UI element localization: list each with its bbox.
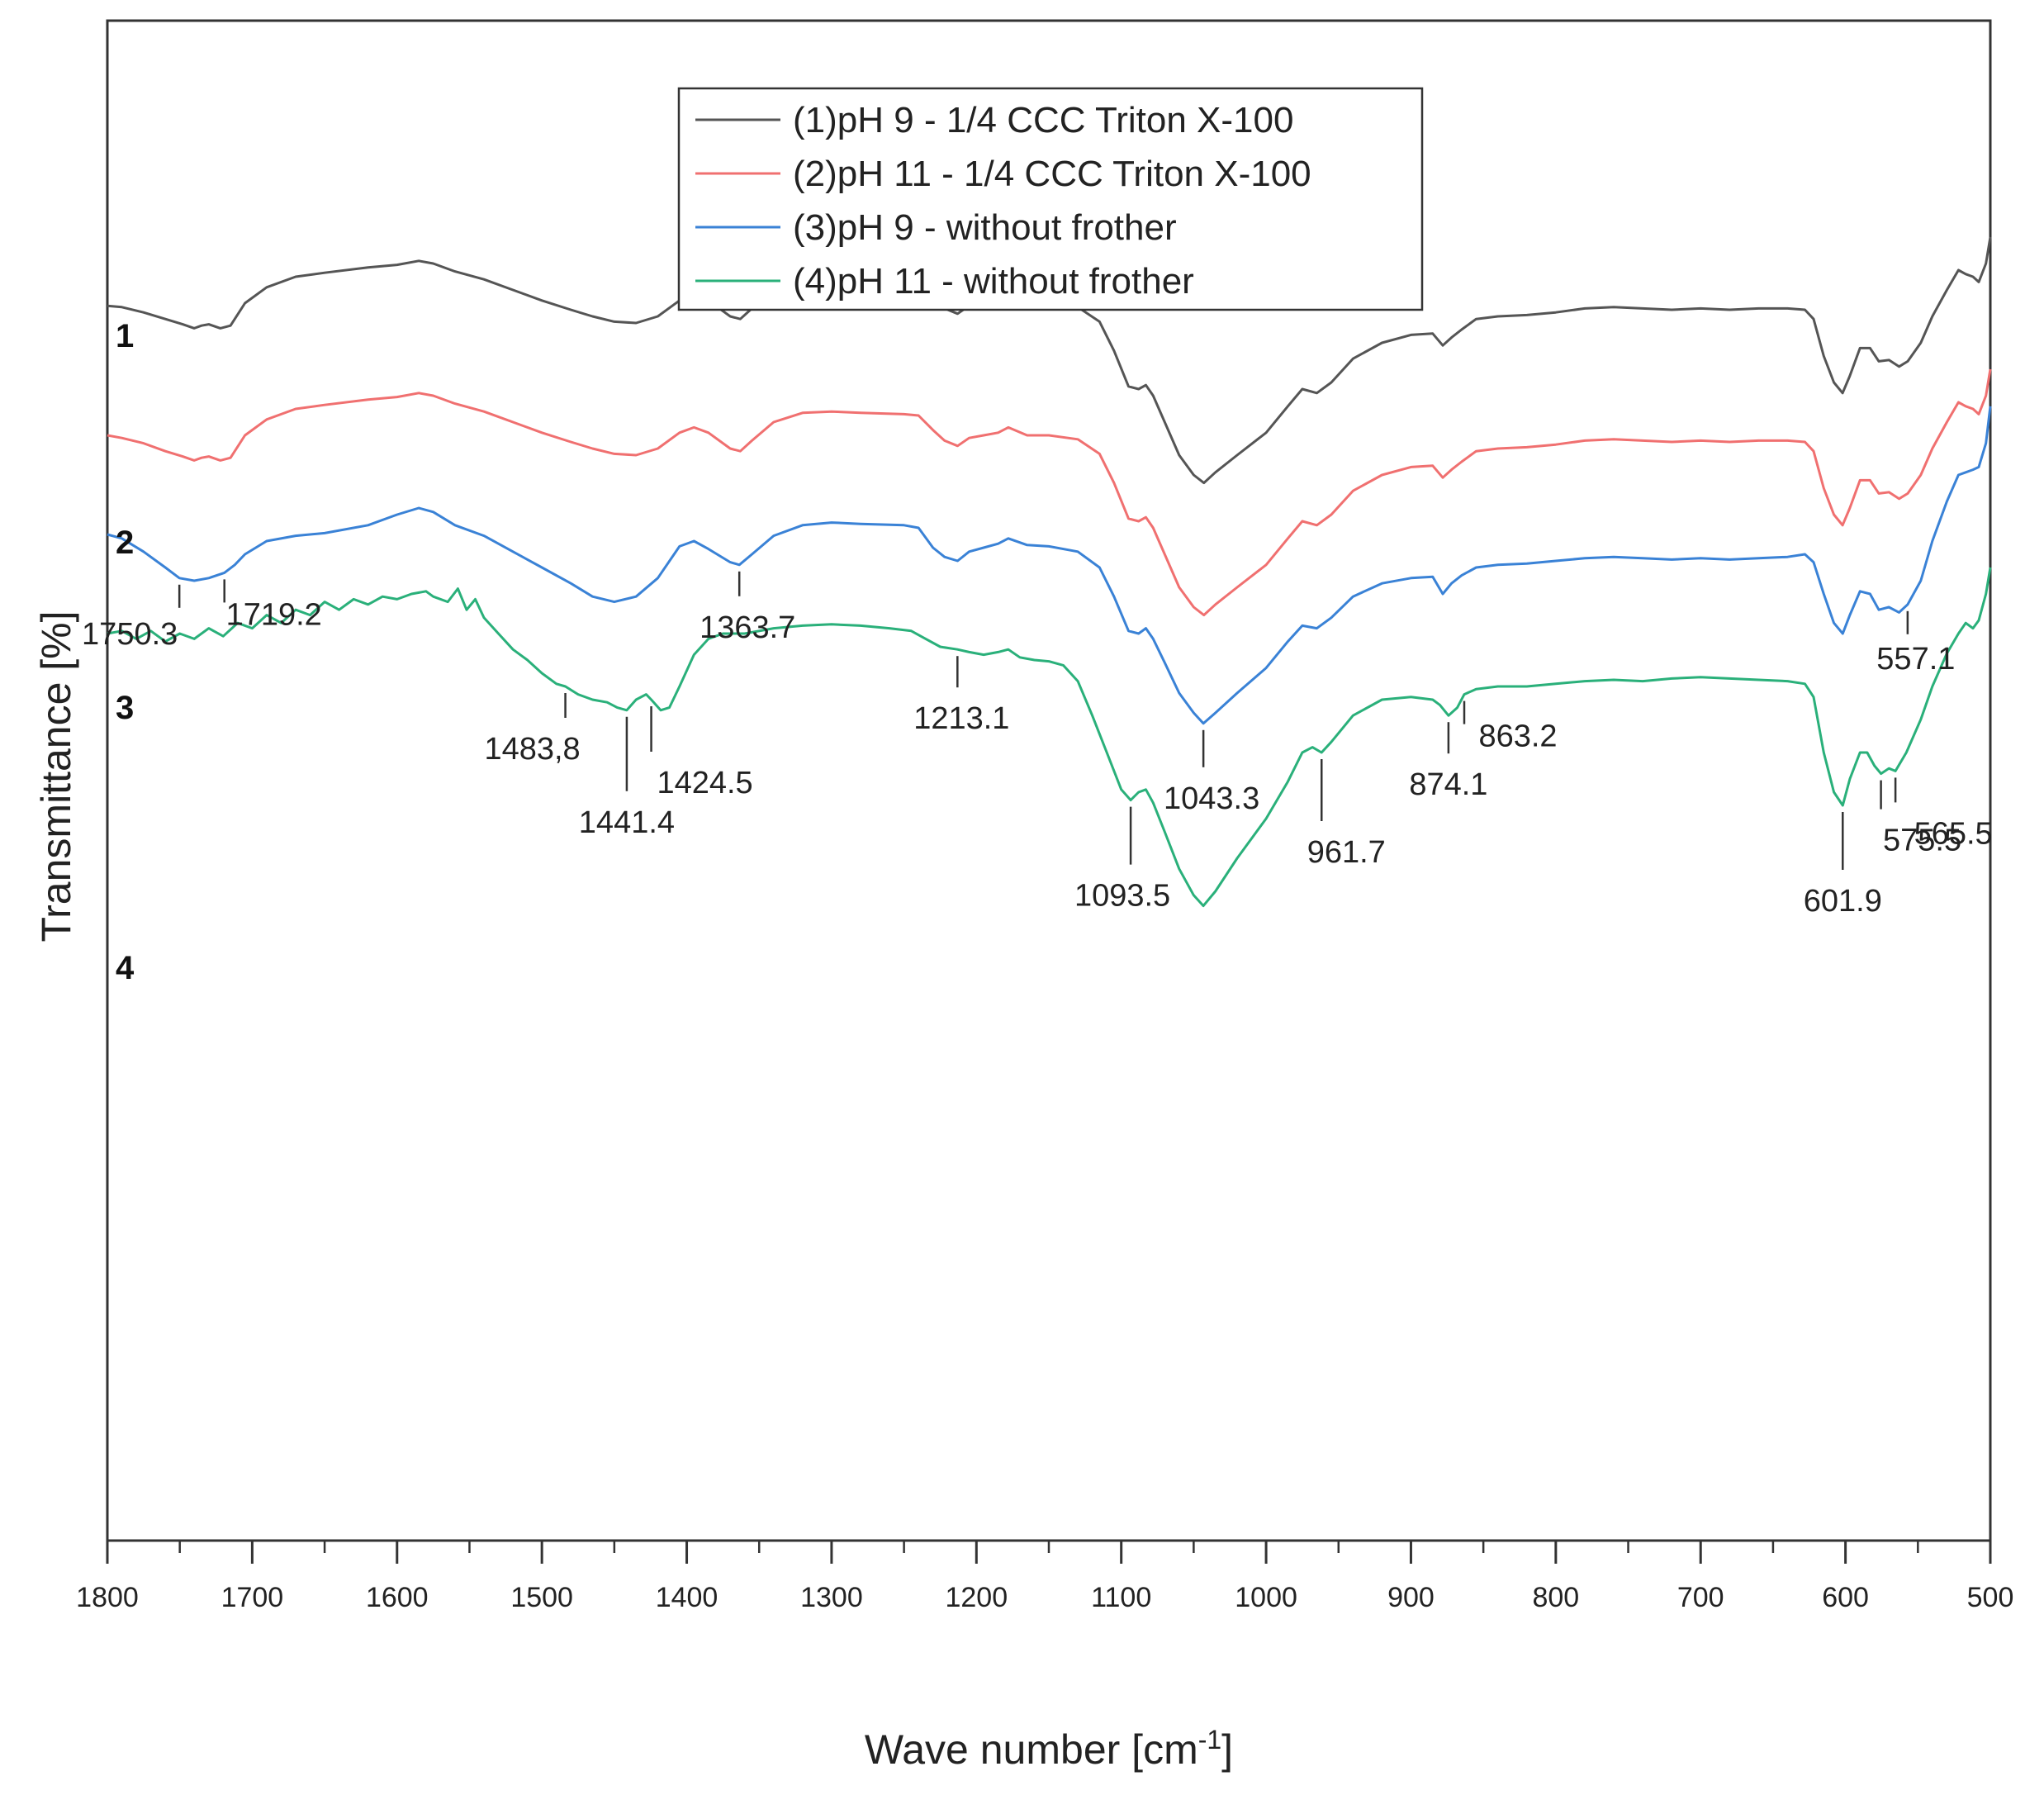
legend-label-4: (4)pH 11 - without frother bbox=[793, 261, 1194, 302]
peak-label: 961.7 bbox=[1307, 835, 1386, 870]
peak-label: 1719.2 bbox=[226, 597, 322, 632]
curve-number-4: 4 bbox=[116, 950, 135, 986]
peak-label: 874.1 bbox=[1409, 767, 1487, 802]
peak-label: 1441.4 bbox=[579, 805, 675, 840]
x-tick-label: 1400 bbox=[656, 1582, 718, 1613]
x-axis-title-main: Wave number [cm bbox=[865, 1726, 1198, 1773]
peak-label: 575.5 bbox=[1883, 824, 1961, 858]
x-tick-label: 600 bbox=[1822, 1582, 1869, 1613]
curve-number-2: 2 bbox=[116, 525, 134, 561]
x-axis-title-close: ] bbox=[1221, 1726, 1233, 1773]
peak-label: 557.1 bbox=[1876, 642, 1955, 677]
peak-label: 863.2 bbox=[1478, 719, 1557, 754]
peak-label: 1424.5 bbox=[657, 766, 752, 800]
x-axis-title-sup: -1 bbox=[1198, 1725, 1221, 1755]
x-axis: 1800 1700 1600 1500 1400 1300 1200 1100 1000 900 8… bbox=[76, 1541, 2013, 1613]
x-tick-label: 1000 bbox=[1235, 1582, 1297, 1613]
series-4-line bbox=[107, 567, 1992, 908]
peak-label: 1043.3 bbox=[1164, 781, 1259, 816]
x-tick-label: 1800 bbox=[76, 1582, 139, 1613]
x-axis-title: Wave number [cm-1] bbox=[865, 1725, 1233, 1773]
legend: (1)pH 9 - 1/4 CCC Triton X-100 (2)pH 11 -… bbox=[677, 87, 1424, 311]
peak-label: 1750.3 bbox=[82, 617, 178, 652]
series-3-line bbox=[107, 406, 1992, 725]
legend-label-3: (3)pH 9 - without frother bbox=[793, 207, 1177, 248]
x-tick-label: 900 bbox=[1387, 1582, 1435, 1613]
curve-number-3: 3 bbox=[116, 690, 134, 726]
x-tick-label: 1600 bbox=[366, 1582, 429, 1613]
x-tick-label: 1100 bbox=[1091, 1582, 1151, 1613]
x-tick-label: 1700 bbox=[221, 1582, 284, 1613]
peak-label: 1093.5 bbox=[1074, 879, 1170, 914]
x-tick-label: 700 bbox=[1677, 1582, 1724, 1613]
legend-items: (1)pH 9 - 1/4 CCC Triton X-100 (2)pH 11 -… bbox=[695, 100, 1311, 302]
y-axis-title: Transmittance [%] bbox=[33, 610, 79, 942]
x-tick-label: 500 bbox=[1967, 1582, 2014, 1613]
legend-label-1: (1)pH 9 - 1/4 CCC Triton X-100 bbox=[793, 100, 1293, 140]
legend-label-2: (2)pH 11 - 1/4 CCC Triton X-100 bbox=[793, 154, 1311, 194]
x-tick-label: 1300 bbox=[800, 1582, 863, 1613]
x-tick-label: 1500 bbox=[510, 1582, 573, 1613]
peak-label: 601.9 bbox=[1804, 884, 1882, 919]
curve-number-1: 1 bbox=[116, 318, 134, 354]
series-2-line bbox=[107, 368, 1992, 617]
series-1-line bbox=[107, 236, 1992, 485]
x-tick-label: 1200 bbox=[945, 1582, 1008, 1613]
peak-label: 1213.1 bbox=[913, 701, 1009, 736]
curve-numbers-layer: 1 2 3 4 bbox=[116, 318, 135, 986]
peak-label: 1363.7 bbox=[700, 610, 795, 645]
peak-label: 1483,8 bbox=[484, 732, 580, 767]
curves-layer bbox=[107, 236, 1992, 908]
legend-box bbox=[677, 87, 1424, 311]
x-tick-label: 800 bbox=[1532, 1582, 1579, 1613]
peak-label: 565.5 bbox=[1914, 816, 1993, 851]
annotations-layer: 1750.3 1719.2 1363.7 1043.3 557.1 1483,8 1441.… bbox=[82, 571, 1993, 919]
